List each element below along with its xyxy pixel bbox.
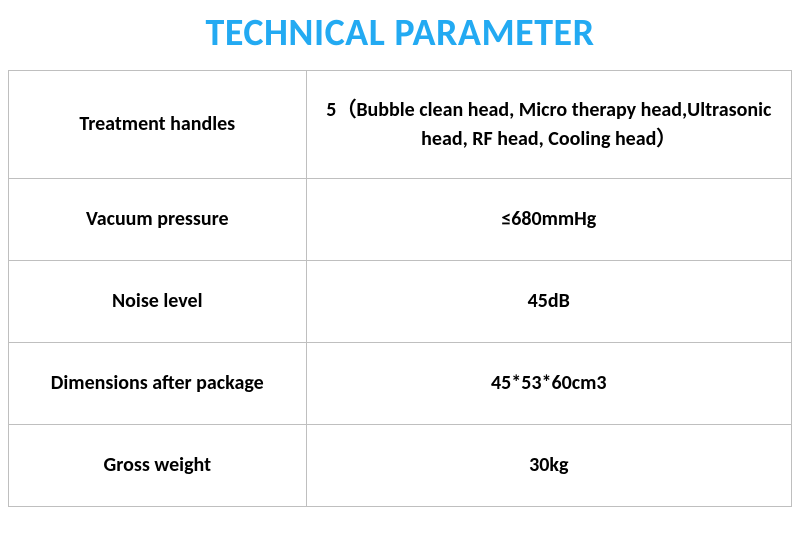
table-row: Vacuum pressure ≤680mmHg — [9, 179, 792, 261]
param-value: 5（Bubble clean head, Micro therapy head,… — [306, 71, 791, 179]
param-label: Vacuum pressure — [9, 179, 307, 261]
param-value: 30kg — [306, 425, 791, 507]
param-value: ≤680mmHg — [306, 179, 791, 261]
param-value: 45*53*60cm3 — [306, 343, 791, 425]
param-label: Treatment handles — [9, 71, 307, 179]
table-row: Gross weight 30kg — [9, 425, 792, 507]
table-row: Noise level 45dB — [9, 261, 792, 343]
page-title: TECHNICAL PARAMETER — [8, 10, 792, 56]
params-table: Treatment handles 5（Bubble clean head, M… — [8, 70, 792, 507]
param-label: Gross weight — [9, 425, 307, 507]
param-label: Dimensions after package — [9, 343, 307, 425]
param-label: Noise level — [9, 261, 307, 343]
table-row: Treatment handles 5（Bubble clean head, M… — [9, 71, 792, 179]
table-row: Dimensions after package 45*53*60cm3 — [9, 343, 792, 425]
param-value: 45dB — [306, 261, 791, 343]
